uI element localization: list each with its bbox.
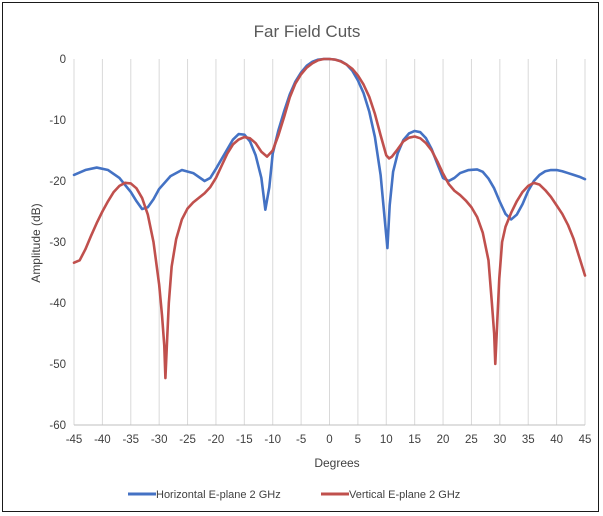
y-tick-label: 0 <box>60 54 66 66</box>
legend-label: Vertical E-plane 2 GHz <box>349 489 460 501</box>
y-tick-label: -60 <box>49 420 66 432</box>
x-tick-label: -25 <box>179 434 196 446</box>
x-tick-label: -10 <box>264 434 281 446</box>
series-line-horizontal <box>72 57 587 250</box>
x-tick-label: 45 <box>579 434 592 446</box>
y-tick-label: -10 <box>49 115 66 127</box>
x-tick-label: 10 <box>380 434 393 446</box>
x-tick-label: -5 <box>296 434 306 446</box>
x-tick-label: -35 <box>122 434 139 446</box>
x-tick-label: -30 <box>151 434 168 446</box>
x-tick-label: 25 <box>465 434 478 446</box>
x-tick-label: 5 <box>355 434 361 446</box>
x-tick-label: -20 <box>208 434 225 446</box>
series-line-vertical <box>72 57 587 380</box>
x-tick-label: 40 <box>550 434 563 446</box>
x-tick-label: -40 <box>94 434 111 446</box>
x-tick-label: 15 <box>408 434 421 446</box>
grid-lines <box>73 59 586 426</box>
y-tick-label: -50 <box>49 359 66 371</box>
chart-title: Far Field Cuts <box>254 22 361 41</box>
x-tick-label: 20 <box>437 434 450 446</box>
y-tick-label: -40 <box>49 298 66 310</box>
x-tick-label: 0 <box>326 434 332 446</box>
series-lines <box>72 57 587 380</box>
legend: Horizontal E-plane 2 GHz Vertical E-plane… <box>128 489 460 501</box>
x-axis-label: Degrees <box>314 456 359 470</box>
x-tick-label: 35 <box>522 434 535 446</box>
x-tick-label: -15 <box>236 434 253 446</box>
y-tick-label: -20 <box>49 176 66 188</box>
x-tick-label: -45 <box>66 434 83 446</box>
y-tick-label: -30 <box>49 237 66 249</box>
legend-label: Horizontal E-plane 2 GHz <box>156 489 281 501</box>
y-axis-label: Amplitude (dB) <box>29 203 43 282</box>
x-tick-label: 30 <box>493 434 506 446</box>
y-tick-labels: 0 -10 -20 -30 -40 -50 -60 <box>49 54 66 432</box>
x-tick-labels: -45 -40 -35 -30 -25 -20 -15 -10 -5 0 5 10 15 20 25 30 35… <box>66 434 592 446</box>
